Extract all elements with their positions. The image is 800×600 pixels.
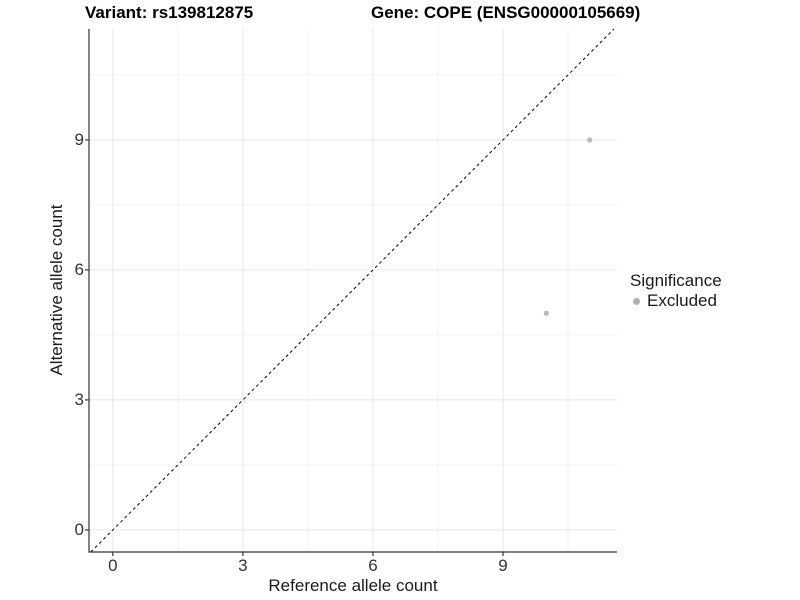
x-tick-label: 0 [108,556,118,575]
x-tick-label: 9 [498,556,508,575]
legend: Significance Excluded [630,271,722,311]
y-tick-label: 9 [74,129,84,149]
legend-item-excluded: Excluded [633,291,722,311]
data-point [587,137,593,143]
legend-item-label: Excluded [647,291,717,310]
gene-title: Gene: COPE (ENSG00000105669) [371,3,641,22]
x-tick-label: 6 [368,556,378,575]
identity-line [90,28,615,553]
y-axis-title: Alternative allele count [47,204,66,376]
x-tick-label: 3 [238,556,248,575]
excluded-point-icon [633,297,640,305]
variant-title: Variant: rs139812875 [85,3,254,22]
legend-title: Significance [630,271,722,290]
x-axis-title: Reference allele count [268,576,438,595]
y-tick-label: 6 [74,259,84,279]
y-tick-label: 0 [74,519,84,539]
data-point [543,310,549,316]
y-tick-label: 3 [74,389,84,409]
